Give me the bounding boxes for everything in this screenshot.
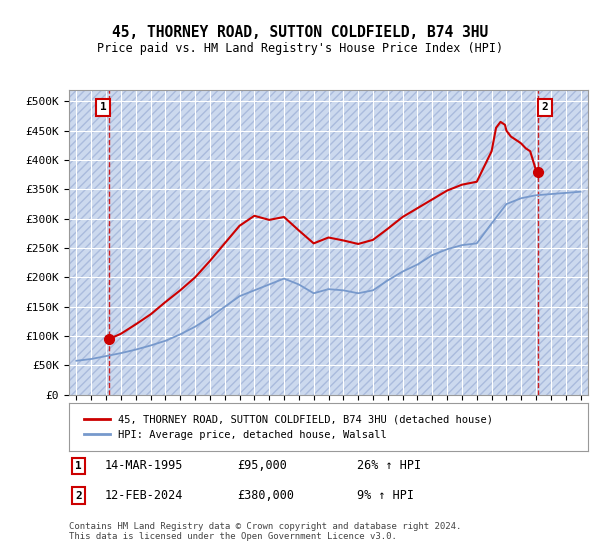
Text: Price paid vs. HM Land Registry's House Price Index (HPI): Price paid vs. HM Land Registry's House … bbox=[97, 42, 503, 55]
Text: 2: 2 bbox=[542, 102, 548, 112]
Text: 12-FEB-2024: 12-FEB-2024 bbox=[105, 489, 184, 502]
Text: 26% ↑ HPI: 26% ↑ HPI bbox=[357, 459, 421, 473]
Text: 2: 2 bbox=[75, 491, 82, 501]
Text: £95,000: £95,000 bbox=[237, 459, 287, 473]
Text: 1: 1 bbox=[75, 461, 82, 471]
Text: Contains HM Land Registry data © Crown copyright and database right 2024.
This d: Contains HM Land Registry data © Crown c… bbox=[69, 522, 461, 542]
Text: 9% ↑ HPI: 9% ↑ HPI bbox=[357, 489, 414, 502]
Text: 45, THORNEY ROAD, SUTTON COLDFIELD, B74 3HU: 45, THORNEY ROAD, SUTTON COLDFIELD, B74 … bbox=[112, 25, 488, 40]
Text: £380,000: £380,000 bbox=[237, 489, 294, 502]
Text: 1: 1 bbox=[100, 102, 106, 112]
Text: 14-MAR-1995: 14-MAR-1995 bbox=[105, 459, 184, 473]
Legend: 45, THORNEY ROAD, SUTTON COLDFIELD, B74 3HU (detached house), HPI: Average price: 45, THORNEY ROAD, SUTTON COLDFIELD, B74 … bbox=[79, 410, 497, 444]
